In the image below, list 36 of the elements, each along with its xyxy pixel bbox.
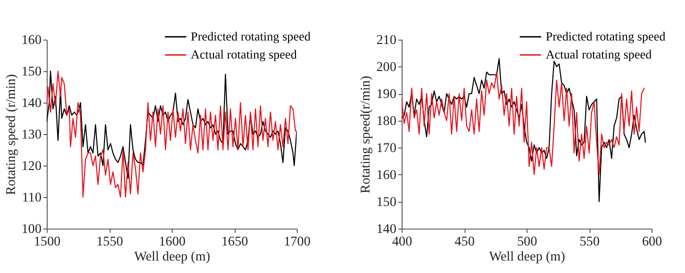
legend-label: Actual rotating speed: [190, 48, 298, 62]
line-series: [402, 72, 645, 176]
y-tick-label: 160: [21, 32, 42, 47]
y-tick-label: 120: [21, 158, 42, 173]
y-tick-label: 150: [376, 194, 397, 209]
y-tick-label: 160: [376, 166, 397, 182]
x-tick-label: 550: [580, 233, 600, 248]
x-tick-label: 1650: [221, 233, 248, 248]
x-tick-label: 1700: [284, 233, 311, 248]
y-tick-label: 170: [376, 140, 397, 155]
y-tick-label: 110: [22, 189, 42, 204]
x-tick-label: 600: [642, 233, 662, 248]
y-tick-label: 180: [376, 112, 397, 128]
line-series: [46, 70, 296, 198]
x-tick-label: 500: [517, 233, 538, 248]
y-tick-label: 150: [21, 63, 42, 78]
y-tick-label: 140: [376, 220, 397, 236]
x-axis-title: Well deep (m): [134, 248, 210, 264]
legend-label: Actual rotating speed: [546, 48, 652, 62]
x-tick-label: 1550: [96, 233, 124, 248]
x-axis-title: Well deep (m): [489, 248, 566, 264]
x-tick-label: 450: [454, 233, 475, 248]
line-series: [46, 70, 297, 179]
y-axis-title: Rotating speed(r/min): [358, 76, 373, 194]
x-tick-label: 1600: [158, 233, 186, 248]
y-tick-label: 100: [21, 220, 42, 236]
legend-label: Predicted rotating speed: [190, 30, 312, 44]
y-tick-label: 140: [21, 94, 42, 110]
y-tick-label: 200: [376, 58, 397, 74]
y-tick-label: 190: [376, 86, 397, 101]
y-tick-label: 130: [21, 126, 42, 142]
y-axis-title: Rotating speed (r/min): [2, 74, 18, 195]
x-tick-label: 1500: [34, 233, 61, 248]
y-tick-label: 210: [376, 32, 397, 47]
legend-label: Predicted rotating speed: [546, 30, 666, 44]
x-tick-label: 400: [392, 233, 412, 248]
